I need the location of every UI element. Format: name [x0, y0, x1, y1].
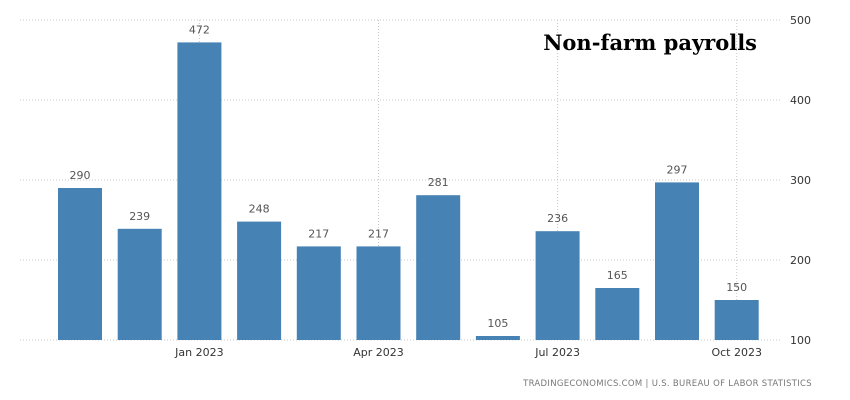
bar [535, 231, 580, 340]
bar [177, 42, 222, 341]
x-tick-label: Jul 2023 [534, 346, 580, 359]
chart-title: Non-farm payrolls [543, 30, 757, 55]
bar-value-label: 217 [308, 227, 329, 240]
bar-value-label: 472 [189, 23, 210, 36]
bar-value-label: 217 [368, 227, 389, 240]
bar-value-label: 150 [726, 281, 747, 294]
x-tick-label: Oct 2023 [711, 346, 762, 359]
bar [416, 195, 461, 340]
bar [356, 246, 401, 340]
source-credit: TRADINGECONOMICS.COM | U.S. BUREAU OF LA… [522, 379, 812, 389]
bar-value-label: 105 [487, 317, 508, 330]
bars [58, 42, 759, 341]
bar [595, 288, 640, 340]
bar-value-label: 281 [428, 176, 449, 189]
bar-value-label: 248 [249, 203, 270, 216]
bar [296, 246, 341, 340]
y-tick-label: 400 [790, 94, 811, 107]
y-tick-label: 200 [790, 254, 811, 267]
bar [237, 221, 282, 340]
x-axis: Jan 2023 Apr 2023 Jul 2023 Oct 2023 [174, 346, 762, 359]
bar-value-label: 236 [547, 212, 568, 225]
bar [475, 336, 520, 340]
y-tick-label: 500 [790, 14, 811, 27]
y-tick-label: 300 [790, 174, 811, 187]
bar [58, 188, 102, 340]
bar-value-label: 165 [607, 269, 628, 282]
bar [655, 182, 699, 340]
bar [117, 228, 162, 340]
bar-value-label: 239 [129, 210, 150, 223]
bar [714, 300, 759, 340]
y-axis: 100 200 300 400 500 [790, 14, 811, 347]
bar-value-label: 297 [667, 163, 688, 176]
data-labels: 290 239 472 248 217 217 281 105 236 165 297 150 [70, 23, 748, 330]
bar-value-label: 290 [70, 169, 91, 182]
y-tick-label: 100 [790, 334, 811, 347]
x-tick-label: Apr 2023 [353, 346, 404, 359]
x-tick-label: Jan 2023 [174, 346, 223, 359]
